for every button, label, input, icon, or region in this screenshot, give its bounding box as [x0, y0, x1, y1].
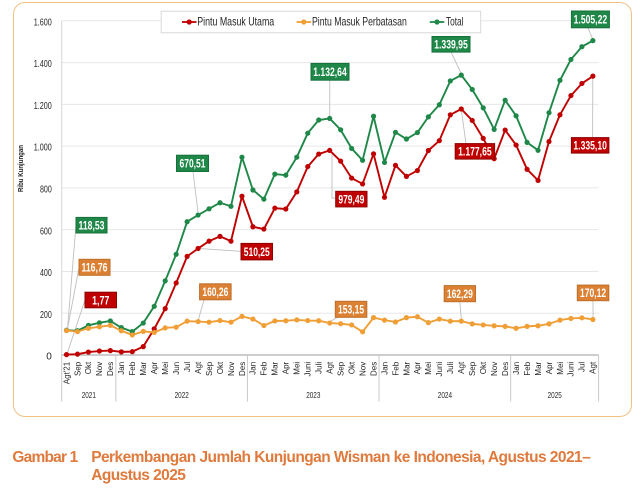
svg-text:Mar: Mar: [271, 361, 280, 375]
svg-text:Feb: Feb: [391, 361, 400, 375]
svg-text:Juni: Juni: [435, 362, 444, 377]
svg-text:Okt: Okt: [84, 361, 93, 374]
svg-text:200: 200: [40, 310, 52, 321]
svg-text:Sep: Sep: [336, 361, 345, 376]
svg-text:Mar: Mar: [534, 361, 543, 375]
svg-text:Ribu Kunjungan: Ribu Kunjungan: [16, 145, 25, 192]
svg-text:Nov: Nov: [490, 362, 499, 376]
svg-text:Apr: Apr: [282, 361, 291, 374]
svg-text:Sep: Sep: [205, 361, 214, 376]
svg-text:Jul: Jul: [183, 362, 192, 372]
svg-text:Pintu Masuk Utama: Pintu Masuk Utama: [197, 15, 274, 29]
svg-text:1.505,22: 1.505,22: [574, 13, 608, 27]
svg-text:2021: 2021: [82, 390, 96, 400]
svg-text:Nov: Nov: [227, 362, 236, 376]
svg-text:0: 0: [46, 352, 52, 363]
svg-text:Des: Des: [106, 362, 115, 376]
svg-text:Juni: Juni: [567, 362, 576, 377]
svg-text:2023: 2023: [306, 390, 320, 400]
svg-text:Sep: Sep: [468, 361, 477, 376]
svg-text:1.132,64: 1.132,64: [313, 65, 347, 79]
svg-text:Total: Total: [446, 15, 464, 29]
svg-text:160,26: 160,26: [202, 285, 228, 299]
svg-text:Agt: Agt: [457, 361, 466, 374]
svg-text:Jul: Jul: [578, 362, 587, 372]
svg-text:600: 600: [40, 226, 52, 237]
svg-text:116,76: 116,76: [82, 261, 108, 275]
svg-text:1.600: 1.600: [34, 17, 52, 28]
svg-text:Jan: Jan: [512, 362, 521, 375]
svg-text:Des: Des: [501, 362, 510, 376]
svg-text:Apr: Apr: [413, 361, 422, 374]
svg-text:Juli: Juli: [315, 362, 324, 374]
svg-text:Feb: Feb: [128, 361, 137, 375]
svg-text:Okt: Okt: [347, 361, 356, 374]
svg-text:800: 800: [40, 185, 52, 196]
svg-text:1.000: 1.000: [34, 143, 52, 154]
svg-text:Mei: Mei: [424, 362, 433, 375]
svg-text:Apr: Apr: [545, 361, 554, 374]
svg-text:Agt: Agt: [325, 361, 334, 374]
svg-text:Juli: Juli: [446, 362, 455, 374]
svg-text:Mar: Mar: [139, 361, 148, 375]
svg-text:Jan: Jan: [380, 362, 389, 375]
svg-text:510,25: 510,25: [244, 245, 270, 259]
svg-text:Okt: Okt: [479, 361, 488, 374]
svg-text:Jan: Jan: [249, 362, 258, 375]
svg-text:Agt: Agt: [589, 361, 598, 374]
svg-text:1.200: 1.200: [34, 101, 52, 112]
svg-text:1.177,65: 1.177,65: [458, 145, 492, 159]
svg-text:170,12: 170,12: [580, 286, 606, 300]
svg-text:162,29: 162,29: [447, 287, 473, 301]
svg-text:Mei: Mei: [556, 362, 565, 375]
svg-text:2024: 2024: [438, 390, 452, 400]
svg-text:Des: Des: [369, 362, 378, 376]
svg-text:Nov: Nov: [358, 362, 367, 376]
svg-text:Pintu Masuk Perbatasan: Pintu Masuk Perbatasan: [312, 15, 407, 29]
svg-text:1,77: 1,77: [92, 293, 109, 307]
svg-text:Apr: Apr: [150, 361, 159, 374]
svg-text:Nov: Nov: [95, 362, 104, 376]
svg-text:Agt'21: Agt'21: [62, 361, 71, 384]
svg-text:1.335,10: 1.335,10: [573, 139, 607, 153]
svg-text:400: 400: [40, 268, 52, 279]
svg-text:2025: 2025: [548, 390, 562, 400]
svg-text:Feb: Feb: [260, 361, 269, 375]
svg-text:Agt: Agt: [194, 361, 203, 374]
svg-text:1.339,95: 1.339,95: [434, 38, 468, 52]
svg-text:Jun: Jun: [172, 362, 181, 375]
svg-text:153,15: 153,15: [338, 303, 364, 317]
svg-text:Mar: Mar: [402, 361, 411, 375]
svg-text:Feb: Feb: [523, 361, 532, 375]
svg-text:Jan: Jan: [117, 362, 126, 375]
svg-text:670,51: 670,51: [180, 157, 206, 171]
svg-text:1.400: 1.400: [34, 59, 52, 70]
svg-text:118,53: 118,53: [79, 219, 105, 233]
svg-text:Sep: Sep: [73, 361, 82, 376]
svg-text:Mei: Mei: [161, 362, 170, 375]
svg-text:979,49: 979,49: [338, 192, 364, 206]
svg-text:Juni: Juni: [304, 362, 313, 377]
svg-text:Des: Des: [238, 362, 247, 376]
svg-text:Okt: Okt: [216, 361, 225, 374]
svg-text:Mei: Mei: [293, 362, 302, 375]
svg-text:2022: 2022: [175, 390, 189, 400]
